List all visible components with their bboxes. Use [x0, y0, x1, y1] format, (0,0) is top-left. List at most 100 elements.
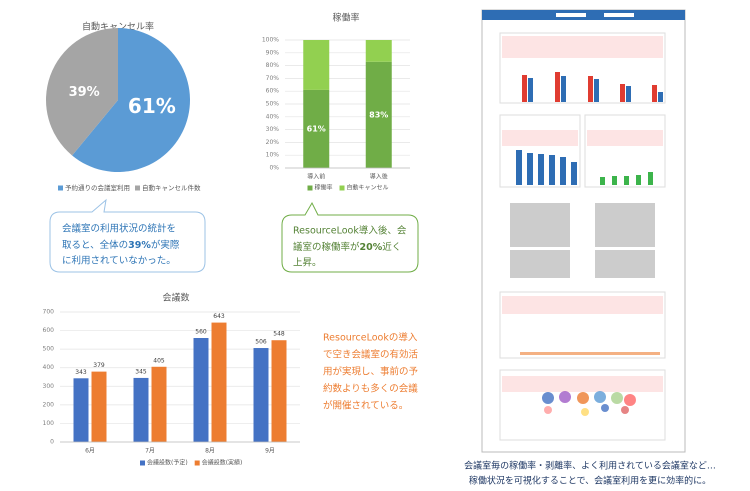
note-line: で空き会議室の有効活 — [323, 349, 419, 361]
y-tick-label: 500 — [43, 346, 55, 353]
legend-label: 稼働率 — [315, 184, 333, 192]
thumb-band — [502, 296, 663, 314]
note-line: ResourceLook導入後、会 — [293, 225, 407, 237]
bar-label: 643 — [213, 313, 225, 320]
y-tick-label: 70% — [266, 75, 280, 82]
x-tick-label: 9月 — [265, 448, 275, 455]
legend-swatch — [307, 185, 313, 191]
callout-text: ResourceLook導入後、会 議室の稼働率が20%近く 上昇。 — [293, 225, 407, 269]
y-tick-label: 300 — [43, 383, 55, 390]
bar — [365, 40, 392, 62]
x-tick-label: 7月 — [145, 448, 155, 455]
x-tick-label: 導入後 — [370, 173, 388, 181]
note-line: 用が実現し、事前の予 — [323, 366, 419, 378]
callout-box — [49, 198, 206, 273]
legend-label: 自動キャンセル — [347, 184, 389, 192]
bar-label: 506 — [255, 339, 267, 346]
bar — [365, 61, 392, 169]
y-tick-label: 100% — [262, 37, 279, 44]
note-part: 取ると、全体の — [62, 239, 128, 251]
legend-label: 自動キャンセル件数 — [142, 183, 201, 192]
bar — [253, 348, 269, 442]
bar-label: 83% — [369, 110, 388, 119]
bar-label: 405 — [153, 357, 165, 364]
y-tick-label: 200 — [43, 401, 55, 408]
y-tick-label: 30% — [266, 126, 280, 133]
note-line: 上昇。 — [293, 258, 322, 269]
note-emphasis: 20% — [360, 242, 383, 253]
note-part: 近く — [382, 241, 401, 253]
thumb-band — [502, 376, 663, 392]
bar-label: 548 — [273, 331, 285, 338]
note-line: 約数よりも多くの会議 — [323, 383, 418, 395]
y-tick-label: 600 — [43, 327, 55, 334]
bar — [211, 322, 227, 442]
bar — [271, 340, 287, 442]
legend-swatch — [140, 460, 145, 466]
note-line: 議室の稼働率が20%近く — [293, 241, 401, 253]
legend-label: 予約通りの会議室利用 — [65, 183, 130, 192]
note-line: が開催されている。 — [323, 400, 408, 412]
x-tick-label: 6月 — [85, 448, 95, 455]
bar — [133, 377, 149, 442]
y-tick-label: 60% — [266, 88, 280, 95]
y-tick-label: 80% — [266, 62, 280, 69]
bar-label: 345 — [135, 368, 147, 375]
thumb-band — [502, 130, 578, 146]
caption-line: 会議室毎の稼働率・剥離率、よく利用されている会議室など… — [464, 460, 716, 472]
y-tick-label: 40% — [266, 113, 280, 120]
callout-text: 会議室の利用状況の統計を 取ると、全体の39%が実際 に利用されていなかった。 — [62, 223, 180, 267]
legend-label: 会議設数(予定) — [147, 459, 188, 467]
legend-label: 会議設数(実績) — [202, 459, 243, 467]
legend-swatch — [194, 460, 200, 466]
bar-label: 343 — [75, 369, 87, 376]
y-tick-label: 90% — [266, 49, 280, 56]
bar — [151, 366, 167, 442]
y-tick-label: 700 — [43, 309, 55, 316]
y-tick-label: 20% — [266, 139, 280, 146]
note-line: 会議室の利用状況の統計を — [62, 223, 176, 235]
bar-label: 379 — [93, 362, 105, 369]
bar — [303, 40, 330, 90]
legend-swatch — [339, 185, 345, 191]
bar — [73, 378, 89, 442]
y-tick-label: 50% — [266, 101, 280, 108]
chart-title: 自動キャンセル率 — [82, 21, 154, 33]
thumb-band — [587, 130, 663, 146]
y-tick-label: 10% — [266, 152, 280, 159]
y-tick-label: 0 — [50, 439, 54, 446]
caption: 会議室毎の稼働率・剥離率、よく利用されている会議室など… 稼働状況を可視化するこ… — [464, 460, 716, 487]
note-line: 取ると、全体の39%が実際 — [62, 239, 180, 251]
slice-label: 39% — [69, 85, 100, 100]
pie-slice — [72, 28, 190, 173]
legend-swatch — [58, 185, 63, 191]
x-tick-label: 導入前 — [307, 173, 325, 181]
dashboard-thumbnail — [481, 9, 686, 453]
note-part: 議室の稼働率が — [293, 241, 360, 253]
thumb-line — [520, 352, 660, 355]
x-tick-label: 8月 — [205, 448, 215, 455]
slice-label: 61% — [128, 94, 176, 118]
chart-title: 会議数 — [162, 292, 189, 304]
callout-box — [281, 201, 419, 273]
note-part: が実際 — [151, 239, 180, 251]
charts: 自動キャンセル率 61% 39% 予約通りの会議室利用 自動キャンセル件数 稼働率 0% 10… — [43, 12, 410, 467]
note-line: ResourceLookの導入 — [323, 332, 418, 344]
bar — [193, 338, 209, 442]
legend-swatch — [135, 185, 140, 191]
thumb-input — [556, 13, 586, 17]
y-tick-label: 0% — [269, 165, 279, 172]
y-tick-label: 100 — [43, 420, 55, 427]
note-emphasis: 39% — [128, 240, 151, 251]
y-tick-label: 400 — [43, 364, 55, 371]
bar — [303, 89, 330, 168]
bar — [91, 371, 107, 442]
bar-label: 61% — [307, 124, 326, 133]
chart-title: 稼働率 — [332, 12, 359, 24]
thumb-band — [502, 36, 663, 58]
note-line: に利用されていなかった。 — [62, 255, 176, 267]
bar-label: 560 — [195, 329, 207, 336]
orange-note: ResourceLookの導入 で空き会議室の有効活 用が実現し、事前の予 約数… — [323, 332, 419, 412]
pie-slice — [46, 27, 118, 156]
